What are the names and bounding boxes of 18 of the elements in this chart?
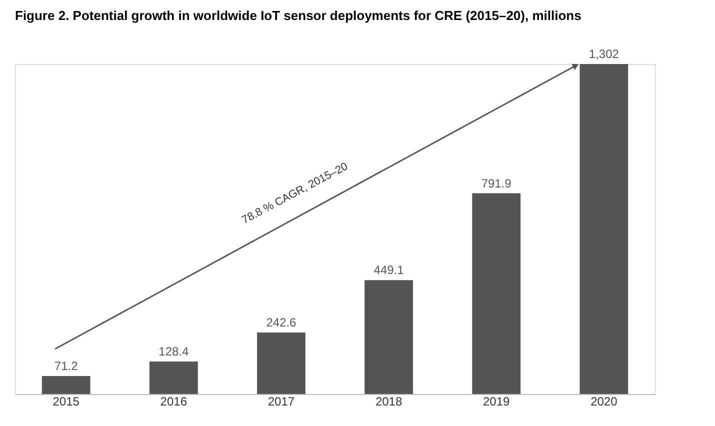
bar xyxy=(149,361,198,394)
chart-title: Figure 2. Potential growth in worldwide IoT sensor deployments for CRE (2015–20), millions xyxy=(15,8,582,23)
data-label: 71.2 xyxy=(54,358,78,373)
data-label: 242.6 xyxy=(266,316,297,330)
x-tick-label: 2016 xyxy=(160,394,188,408)
x-tick-label: 2015 xyxy=(52,394,80,408)
bar xyxy=(42,376,90,394)
bar xyxy=(472,193,521,394)
x-tick-label: 2019 xyxy=(482,394,510,408)
x-tick-label: 2018 xyxy=(375,394,402,408)
data-label: 449.1 xyxy=(374,263,404,278)
data-label: 128.4 xyxy=(158,344,189,358)
data-label: 791.9 xyxy=(481,176,512,190)
x-tick-label: 2017 xyxy=(268,394,295,408)
bar xyxy=(364,280,413,394)
bar xyxy=(257,332,306,394)
x-tick-label: 2020 xyxy=(590,394,618,408)
data-label: 1,302 xyxy=(588,47,620,61)
